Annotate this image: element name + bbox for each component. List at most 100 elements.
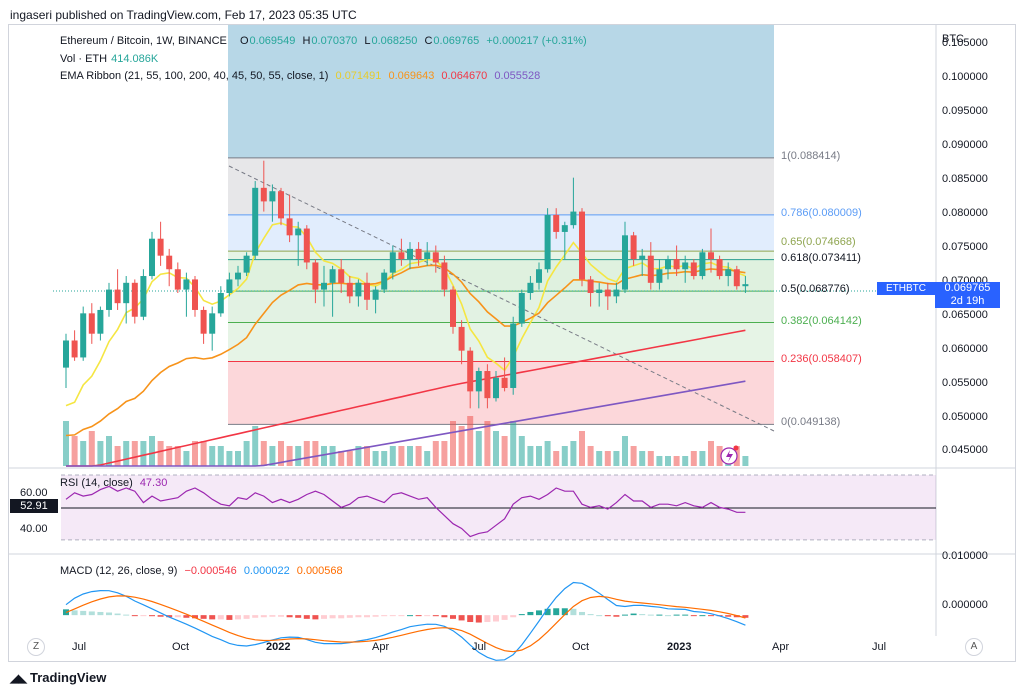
candle-body	[708, 252, 714, 260]
volume-bar	[364, 446, 370, 466]
volume-bar	[106, 436, 112, 466]
fib-zone	[228, 322, 774, 362]
rsi-line	[65, 485, 746, 538]
macd-histogram-bar	[665, 615, 671, 617]
auto-scale-button[interactable]: A	[965, 638, 983, 656]
fib-level-label: 0.65(0.074668)	[781, 236, 856, 249]
fib-zone	[228, 361, 774, 425]
volume-bar	[217, 446, 224, 466]
ema-55-value: 0.069643	[388, 70, 435, 82]
volume-bar	[527, 446, 534, 466]
candle-body	[252, 187, 259, 256]
volume-bar	[639, 451, 646, 466]
macd-histogram-bar	[269, 615, 276, 617]
candle-body	[484, 371, 491, 399]
macd-histogram-bar	[260, 615, 267, 618]
change-value: +0.000217 (+0.31%)	[486, 35, 587, 47]
macd-histogram-bar	[415, 615, 422, 617]
candle-body	[235, 272, 241, 280]
macd-histogram-bar	[97, 611, 104, 616]
candle-body	[166, 255, 173, 270]
macd-label[interactable]: MACD (12, 26, close, 9)	[60, 565, 178, 577]
volume-bar	[329, 446, 336, 466]
x-label-jul-22: Jul	[472, 641, 487, 653]
macd-histogram-bar	[708, 615, 714, 617]
volume-bar	[415, 446, 422, 466]
macd-histogram-bar	[622, 614, 628, 616]
macd-histogram-bar	[596, 615, 603, 617]
macd-histogram-bar	[673, 614, 680, 616]
ema-label[interactable]: EMA Ribbon (21, 55, 100, 200, 40, 45, 50…	[60, 70, 329, 82]
symbol-name[interactable]: Ethereum / Bitcoin, 1W, BINANCE	[60, 35, 227, 47]
candle-body	[475, 371, 482, 392]
low-label: L	[364, 35, 371, 47]
volume-bar	[708, 441, 714, 466]
fib-level-label: 0.5(0.068776)	[781, 283, 850, 296]
macd-line	[65, 581, 746, 661]
zoom-button[interactable]: Z	[27, 638, 45, 656]
macd-histogram-bar	[475, 615, 482, 623]
chart-frame[interactable]	[8, 24, 1016, 662]
volume-bar	[656, 456, 663, 466]
volume-label[interactable]: Vol · ETH	[60, 53, 108, 65]
macd-histogram-bar	[501, 615, 508, 620]
volume-bar	[97, 441, 104, 466]
volume-bar	[200, 441, 207, 466]
candle-body	[355, 282, 362, 297]
candle-body	[622, 235, 628, 290]
volume-bar	[381, 451, 388, 466]
x-label-apr-23: Apr	[772, 641, 790, 653]
candle-body	[398, 252, 405, 260]
rsi-label[interactable]: RSI (14, close)	[60, 477, 133, 489]
rsi-tag: 52.91	[10, 499, 58, 513]
candle-body	[329, 269, 336, 283]
price-axis-label: 0.055000	[942, 376, 988, 389]
tradingview-logo[interactable]: ◢◣ TradingView	[10, 670, 106, 685]
tradingview-wordmark: TradingView	[29, 670, 107, 685]
candle-body	[647, 255, 654, 283]
macd-histogram-bar	[579, 611, 585, 616]
candle-body	[312, 262, 319, 290]
candle-body	[716, 259, 723, 277]
macd-histogram-bar	[217, 615, 224, 620]
macd-histogram-bar	[329, 615, 336, 619]
macd-histogram-bar	[71, 610, 78, 616]
alert-icon-bolt	[726, 450, 733, 462]
candle-body	[372, 289, 379, 300]
chart-canvas[interactable]	[9, 25, 1015, 661]
macd-histogram-bar	[527, 611, 534, 616]
volume-bar	[561, 446, 568, 466]
candle-body	[570, 211, 577, 226]
macd-histogram-bar	[114, 613, 121, 616]
volume-bar	[192, 441, 198, 466]
volume-bar	[114, 446, 121, 466]
volume-bar	[389, 446, 396, 466]
ema-200-line	[66, 380, 746, 467]
candle-body	[510, 323, 517, 388]
candle-body	[604, 289, 611, 297]
candle-body	[303, 228, 310, 263]
candle-body	[321, 282, 327, 290]
symbol-legend: Ethereum / Bitcoin, 1W, BINANCE O0.06954…	[60, 35, 591, 47]
candle-body	[174, 269, 181, 290]
x-label-oct-21: Oct	[172, 641, 190, 653]
candle-body	[123, 282, 130, 304]
volume-bar	[278, 441, 284, 466]
candle-body	[407, 248, 413, 260]
x-label-oct-22: Oct	[572, 641, 590, 653]
macd-signal-line	[65, 595, 746, 653]
volume-bar	[183, 451, 190, 466]
volume-bar	[355, 446, 362, 466]
volume-bar	[716, 446, 723, 466]
candle-body	[364, 282, 370, 300]
candle-body	[536, 269, 542, 283]
volume-bar	[63, 421, 69, 466]
macd-histogram-bar	[209, 615, 216, 620]
candle-body	[518, 292, 525, 324]
volume-value: 414.086K	[111, 53, 159, 65]
volume-bar	[544, 441, 551, 466]
volume-bar	[596, 451, 603, 466]
macd-histogram-bar	[321, 615, 327, 619]
volume-bar	[312, 441, 319, 466]
candle-body	[131, 282, 138, 317]
